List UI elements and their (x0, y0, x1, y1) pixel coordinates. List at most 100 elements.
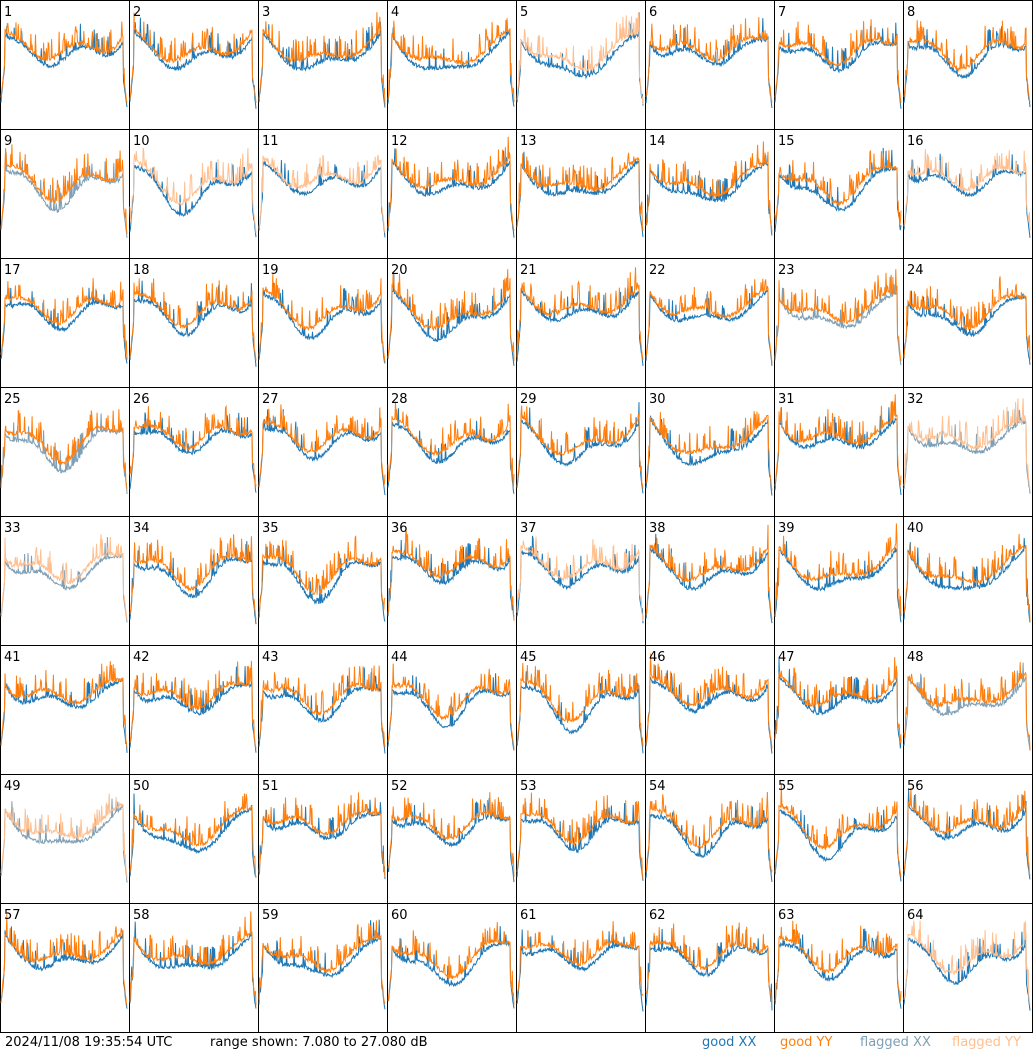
tile-label: 40 (907, 521, 924, 536)
tile-13: 13 (516, 129, 646, 259)
tile-9: 9 (0, 129, 130, 259)
tile-18: 18 (129, 258, 259, 388)
tile-label: 63 (778, 908, 795, 923)
tile-label: 50 (133, 779, 150, 794)
series-xx-22 (645, 285, 773, 366)
series-yy-4 (387, 18, 515, 103)
tile-label: 60 (391, 908, 408, 923)
series-yy-35 (258, 535, 386, 615)
tile-frame (0, 645, 130, 775)
tile-19: 19 (258, 258, 388, 388)
series-xx-63 (774, 928, 902, 1009)
tile-frame (129, 0, 259, 130)
series-xx-31 (774, 404, 902, 496)
tile-58: 58 (129, 903, 259, 1033)
tile-52: 52 (387, 774, 517, 904)
tile-28: 28 (387, 387, 517, 517)
tile-2: 2 (129, 0, 259, 130)
tile-label: 17 (4, 263, 21, 278)
tile-label: 57 (4, 908, 21, 923)
tile-label: 45 (520, 650, 537, 665)
tile-51: 51 (258, 774, 388, 904)
legend-good-yy: good YY (780, 1035, 833, 1050)
series-xx-34 (129, 541, 257, 625)
tile-30: 30 (645, 387, 775, 517)
tile-label: 56 (907, 779, 924, 794)
series-xx-27 (258, 409, 386, 496)
tile-label: 19 (262, 263, 279, 278)
series-xx-28 (387, 408, 515, 494)
tile-47: 47 (774, 645, 904, 775)
tile-frame (387, 774, 517, 904)
tile-frame (387, 258, 517, 388)
tile-frame (645, 903, 775, 1033)
range-readout: range shown: 7.080 to 27.080 dB (210, 1035, 428, 1050)
series-xx-18 (129, 280, 257, 367)
series-xx-5 (516, 12, 644, 106)
tile-label: 38 (649, 521, 666, 536)
series-xx-30 (645, 415, 773, 496)
tile-40: 40 (903, 516, 1033, 646)
series-yy-28 (387, 401, 515, 488)
series-xx-13 (516, 151, 644, 238)
tile-49: 49 (0, 774, 130, 904)
tile-label: 25 (4, 392, 21, 407)
series-yy-52 (387, 792, 515, 878)
tile-23: 23 (774, 258, 904, 388)
tile-7: 7 (774, 0, 904, 130)
tile-41: 41 (0, 645, 130, 775)
series-xx-6 (645, 18, 773, 109)
tile-label: 10 (133, 134, 150, 149)
series-yy-36 (387, 530, 515, 621)
tile-label: 46 (649, 650, 666, 665)
series-yy-17 (0, 278, 128, 360)
tile-24: 24 (903, 258, 1033, 388)
tile-frame (258, 387, 388, 517)
tile-label: 64 (907, 908, 924, 923)
tile-label: 11 (262, 134, 279, 149)
tile-33: 33 (0, 516, 130, 646)
tile-label: 35 (262, 521, 279, 536)
series-yy-60 (387, 922, 515, 1005)
series-yy-61 (516, 921, 644, 1001)
series-yy-30 (645, 410, 773, 491)
series-yy-63 (774, 920, 902, 1003)
series-yy-19 (258, 274, 386, 363)
tile-label: 37 (520, 521, 537, 536)
series-yy-38 (645, 524, 773, 620)
series-xx-4 (387, 20, 515, 107)
tile-label: 42 (133, 650, 150, 665)
tile-label: 13 (520, 134, 537, 149)
tile-16: 16 (903, 129, 1033, 259)
legend-flagged-yy: flagged YY (952, 1035, 1021, 1050)
tile-50: 50 (129, 774, 259, 904)
series-yy-26 (129, 404, 257, 488)
tile-3: 3 (258, 0, 388, 130)
tile-label: 52 (391, 779, 408, 794)
series-yy-48 (903, 662, 1031, 751)
footer: 2024/11/08 19:35:54 UTC range shown: 7.0… (0, 1033, 1033, 1053)
tile-label: 41 (4, 650, 21, 665)
tile-frame (774, 0, 904, 130)
tile-frame (258, 258, 388, 388)
tile-label: 33 (4, 521, 21, 536)
tile-label: 31 (778, 392, 795, 407)
series-xx-7 (774, 22, 902, 109)
tile-label: 48 (907, 650, 924, 665)
tile-10: 10 (129, 129, 259, 259)
tile-label: 44 (391, 650, 408, 665)
series-xx-61 (516, 925, 644, 1012)
series-yy-37 (516, 536, 644, 621)
series-yy-15 (774, 150, 902, 225)
series-yy-8 (903, 20, 1031, 103)
tile-20: 20 (387, 258, 517, 388)
series-yy-58 (129, 911, 257, 1006)
tile-frame (129, 129, 259, 259)
tile-label: 1 (4, 5, 12, 20)
tile-frame (516, 387, 646, 517)
series-xx-49 (0, 798, 128, 883)
series-yy-32 (903, 398, 1031, 490)
series-yy-43 (258, 665, 386, 748)
series-yy-39 (774, 523, 902, 617)
tile-label: 54 (649, 779, 666, 794)
